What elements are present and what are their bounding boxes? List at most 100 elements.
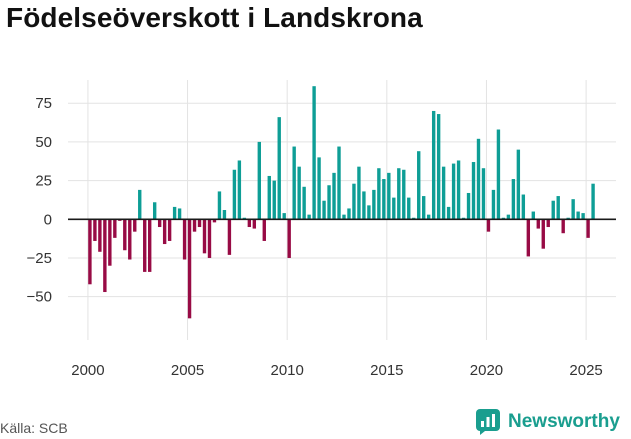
bar [521, 194, 526, 220]
bar [387, 172, 391, 220]
x-tick-label: 2015 [370, 362, 403, 379]
bar [516, 149, 521, 220]
bar [252, 219, 257, 229]
bar [152, 202, 157, 220]
bar [541, 219, 545, 249]
bar [103, 219, 107, 293]
bar [451, 163, 456, 220]
newsworthy-logo: Newsworthy [475, 406, 620, 438]
bar [172, 206, 177, 220]
bar [227, 219, 232, 255]
bar [282, 213, 286, 220]
y-tick-label: 25 [35, 173, 52, 190]
bar [157, 219, 162, 228]
bar [192, 219, 197, 232]
x-axis-ticks: 2000 2005 2010 2015 2020 2025 [71, 362, 603, 379]
bar [431, 110, 436, 220]
bar [197, 219, 202, 228]
bar [312, 86, 316, 220]
bar [133, 219, 137, 232]
bar [88, 219, 92, 285]
source-label: Källa: SCB [0, 420, 68, 436]
bar [486, 219, 491, 232]
bar [581, 213, 585, 220]
bar [392, 197, 396, 220]
bar [143, 219, 147, 272]
bar [187, 219, 192, 319]
bar [382, 179, 386, 220]
bar [267, 175, 271, 220]
bar [342, 214, 346, 220]
bar [377, 168, 381, 220]
bar [357, 166, 361, 220]
bar [466, 192, 471, 220]
bar [531, 211, 535, 220]
bar [471, 162, 476, 220]
bar [372, 189, 376, 220]
y-tick-label: 75 [35, 95, 52, 112]
bar [407, 197, 411, 220]
newsworthy-chart-icon [476, 409, 500, 435]
bar [222, 210, 227, 220]
bar [496, 129, 501, 220]
x-tick-label: 2000 [71, 362, 104, 379]
bars [88, 86, 595, 319]
bar [417, 151, 421, 220]
gridlines [68, 80, 616, 340]
x-tick-label: 2005 [171, 362, 204, 379]
chart-title: Födelseöverskott i Landskrona [6, 2, 423, 33]
y-axis-ticks: −50 −25 0 25 50 75 [27, 95, 52, 305]
bar [441, 166, 446, 220]
y-tick-label: −50 [27, 289, 52, 306]
y-tick-label: −25 [27, 250, 52, 267]
bar [446, 206, 451, 220]
bar [332, 172, 336, 220]
bar [456, 160, 461, 220]
bar [113, 219, 117, 238]
bar [202, 219, 207, 254]
bar [257, 141, 261, 220]
bar [422, 196, 426, 220]
bar [317, 157, 321, 220]
bar [322, 200, 326, 220]
bar [307, 214, 311, 220]
bar [128, 219, 132, 260]
bar [232, 169, 237, 220]
bar [506, 214, 511, 220]
bar [426, 214, 431, 220]
bar [591, 183, 595, 220]
bar [337, 146, 341, 220]
bar [362, 191, 366, 220]
bar [292, 146, 296, 220]
bar [347, 208, 351, 220]
bar [546, 219, 550, 228]
bar [138, 189, 142, 220]
bar [526, 219, 531, 257]
bar [436, 114, 441, 220]
bar [237, 160, 242, 220]
bar [272, 180, 276, 220]
bar [571, 199, 575, 220]
bar [302, 186, 306, 220]
x-tick-label: 2020 [470, 362, 503, 379]
x-tick-label: 2025 [569, 362, 602, 379]
bar [98, 219, 102, 252]
bar [212, 219, 217, 223]
bar [148, 219, 152, 272]
bar [297, 166, 301, 220]
bar [93, 219, 97, 241]
bar [123, 219, 127, 251]
bar [586, 219, 590, 238]
bar [397, 168, 401, 220]
bar [207, 219, 212, 258]
bar [108, 219, 112, 266]
bar [481, 168, 486, 220]
bar [277, 117, 281, 220]
bar [182, 219, 187, 260]
bar [287, 219, 291, 258]
bar [556, 196, 560, 220]
logo-text: Newsworthy [508, 411, 620, 432]
bar [551, 200, 555, 220]
bar [217, 191, 222, 220]
